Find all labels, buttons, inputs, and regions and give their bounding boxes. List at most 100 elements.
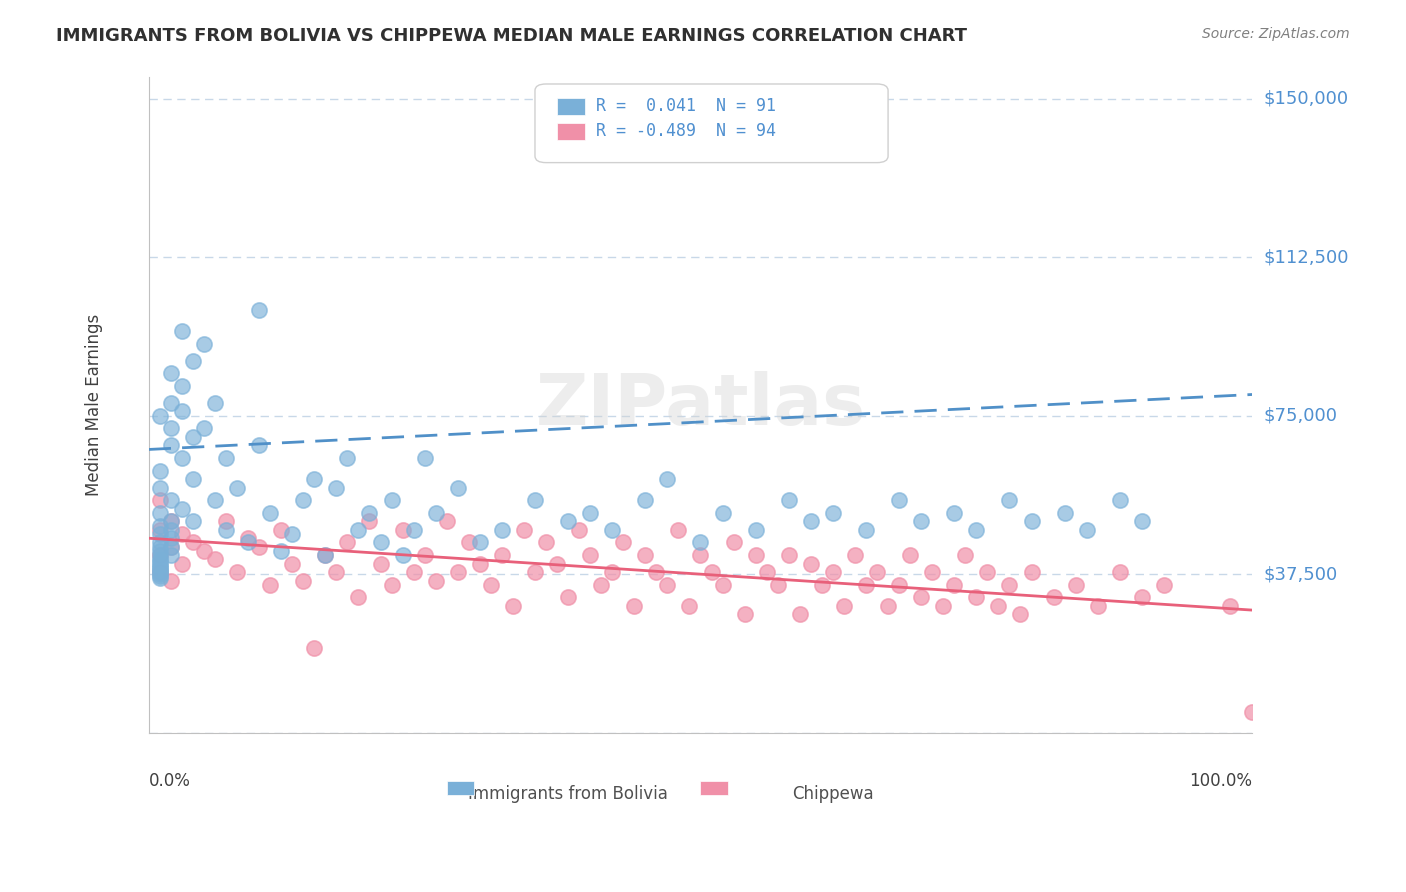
- Point: [1021, 565, 1043, 579]
- Point: [778, 548, 800, 562]
- Point: [380, 578, 402, 592]
- Point: [149, 527, 172, 541]
- Point: [292, 574, 315, 588]
- Point: [789, 607, 811, 622]
- Point: [657, 472, 679, 486]
- Point: [800, 557, 823, 571]
- Point: [292, 493, 315, 508]
- Point: [910, 514, 932, 528]
- Point: [447, 481, 470, 495]
- Point: [668, 523, 690, 537]
- Point: [766, 578, 789, 592]
- Point: [579, 506, 602, 520]
- Point: [811, 578, 834, 592]
- Point: [380, 493, 402, 508]
- Point: [557, 514, 579, 528]
- Point: [943, 578, 966, 592]
- Point: [755, 565, 778, 579]
- Point: [170, 404, 193, 418]
- Point: [600, 565, 623, 579]
- Point: [1153, 578, 1175, 592]
- Point: [193, 421, 215, 435]
- Point: [160, 493, 183, 508]
- Point: [215, 514, 238, 528]
- Point: [513, 523, 536, 537]
- Point: [723, 535, 745, 549]
- Point: [181, 353, 204, 368]
- Point: [149, 518, 172, 533]
- Point: [657, 578, 679, 592]
- Text: 100.0%: 100.0%: [1189, 772, 1253, 790]
- Point: [534, 535, 557, 549]
- Point: [347, 591, 370, 605]
- Point: [336, 450, 359, 465]
- Point: [700, 565, 723, 579]
- Text: 0.0%: 0.0%: [149, 772, 191, 790]
- Point: [204, 552, 226, 566]
- Text: R = -0.489  N = 94: R = -0.489 N = 94: [596, 122, 776, 140]
- Point: [778, 493, 800, 508]
- Point: [314, 548, 336, 562]
- Point: [170, 501, 193, 516]
- Point: [391, 523, 413, 537]
- Point: [160, 396, 183, 410]
- Point: [568, 523, 591, 537]
- Point: [1087, 599, 1109, 613]
- Point: [447, 565, 470, 579]
- Point: [612, 535, 634, 549]
- Point: [181, 472, 204, 486]
- Point: [160, 421, 183, 435]
- Text: Median Male Earnings: Median Male Earnings: [84, 314, 103, 496]
- Point: [149, 558, 172, 573]
- Point: [413, 548, 436, 562]
- Point: [734, 607, 756, 622]
- Point: [1010, 607, 1032, 622]
- Point: [170, 557, 193, 571]
- Point: [270, 544, 292, 558]
- Point: [1064, 578, 1087, 592]
- Point: [468, 535, 491, 549]
- Point: [215, 450, 238, 465]
- Point: [370, 557, 392, 571]
- Text: $75,000: $75,000: [1264, 407, 1337, 425]
- Point: [932, 599, 955, 613]
- Point: [149, 481, 172, 495]
- Point: [304, 472, 326, 486]
- Point: [160, 514, 183, 528]
- Point: [181, 514, 204, 528]
- Point: [149, 548, 172, 562]
- Point: [193, 544, 215, 558]
- Point: [965, 591, 987, 605]
- Point: [181, 535, 204, 549]
- Point: [247, 540, 270, 554]
- Point: [149, 544, 172, 558]
- Point: [149, 557, 172, 571]
- Point: [247, 302, 270, 317]
- Point: [436, 514, 458, 528]
- Point: [259, 506, 281, 520]
- Point: [623, 599, 645, 613]
- Point: [160, 531, 183, 545]
- Point: [149, 409, 172, 423]
- Point: [425, 506, 447, 520]
- Point: [236, 531, 259, 545]
- Point: [1241, 705, 1264, 719]
- Point: [247, 438, 270, 452]
- Point: [149, 554, 172, 568]
- Point: [160, 438, 183, 452]
- Point: [149, 535, 172, 549]
- Point: [591, 578, 613, 592]
- Point: [149, 548, 172, 562]
- Point: [910, 591, 932, 605]
- Point: [160, 540, 183, 554]
- Text: R =  0.041  N = 91: R = 0.041 N = 91: [596, 97, 776, 115]
- Point: [1076, 523, 1098, 537]
- Point: [149, 563, 172, 577]
- Point: [170, 379, 193, 393]
- Point: [325, 565, 347, 579]
- Point: [678, 599, 700, 613]
- Point: [160, 523, 183, 537]
- Point: [502, 599, 524, 613]
- Point: [744, 548, 766, 562]
- Point: [1042, 591, 1064, 605]
